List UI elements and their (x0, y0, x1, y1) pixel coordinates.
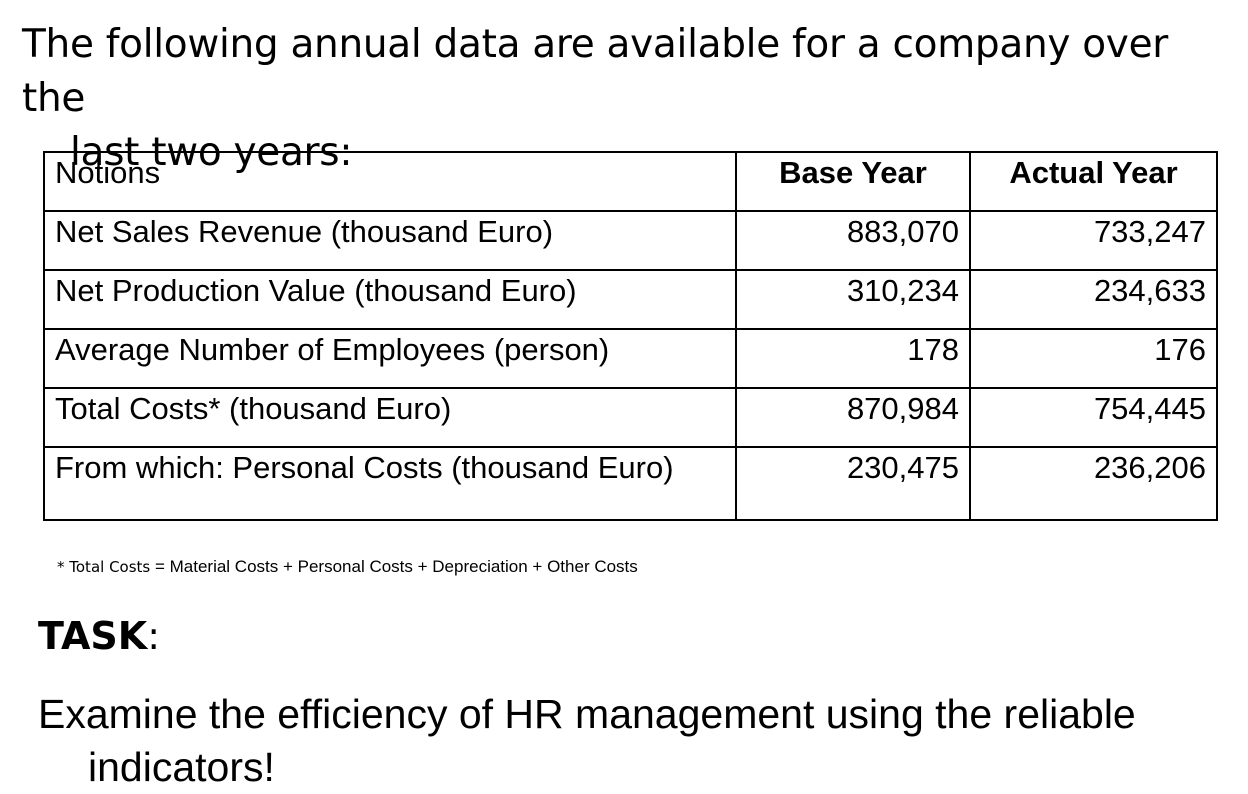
actual-year-cell: 234,633 (969, 269, 1218, 330)
actual-year-cell: 754,445 (969, 387, 1218, 448)
notion-cell: From which: Personal Costs (thousand Eur… (43, 446, 737, 521)
notion-cell: Total Costs* (thousand Euro) (43, 387, 737, 448)
table-row: Total Costs* (thousand Euro) 870,984 754… (43, 387, 1218, 448)
task-line-1: Examine the efficiency of HR management … (38, 691, 1136, 737)
data-table: Notions Base Year Actual Year Net Sales … (43, 151, 1218, 521)
header-notions: Notions (43, 151, 737, 212)
task-description: Examine the efficiency of HR management … (38, 688, 1238, 794)
task-line-2: indicators! (88, 744, 275, 790)
table-row: From which: Personal Costs (thousand Eur… (43, 446, 1218, 521)
notion-cell: Average Number of Employees (person) (43, 328, 737, 389)
footnote-lead: * Total Costs (57, 558, 151, 576)
footnote: * Total Costs = Material Costs + Persona… (57, 557, 638, 577)
base-year-cell: 178 (735, 328, 971, 389)
base-year-cell: 870,984 (735, 387, 971, 448)
task-colon: : (147, 614, 161, 658)
intro-line-1: The following annual data are available … (22, 22, 1169, 121)
base-year-cell: 230,475 (735, 446, 971, 521)
header-base-year: Base Year (735, 151, 971, 212)
base-year-cell: 310,234 (735, 269, 971, 330)
table-row: Net Production Value (thousand Euro) 310… (43, 269, 1218, 330)
footnote-rest: = Material Costs + Personal Costs + Depr… (150, 557, 638, 576)
actual-year-cell: 176 (969, 328, 1218, 389)
table-row: Average Number of Employees (person) 178… (43, 328, 1218, 389)
notion-cell: Net Sales Revenue (thousand Euro) (43, 210, 737, 271)
actual-year-cell: 733,247 (969, 210, 1218, 271)
table-row: Net Sales Revenue (thousand Euro) 883,07… (43, 210, 1218, 271)
actual-year-cell: 236,206 (969, 446, 1218, 521)
table-header-row: Notions Base Year Actual Year (43, 151, 1218, 212)
task-heading: TASK: (38, 614, 160, 658)
notion-cell: Net Production Value (thousand Euro) (43, 269, 737, 330)
base-year-cell: 883,070 (735, 210, 971, 271)
task-label: TASK (38, 614, 148, 658)
header-actual-year: Actual Year (969, 151, 1218, 212)
